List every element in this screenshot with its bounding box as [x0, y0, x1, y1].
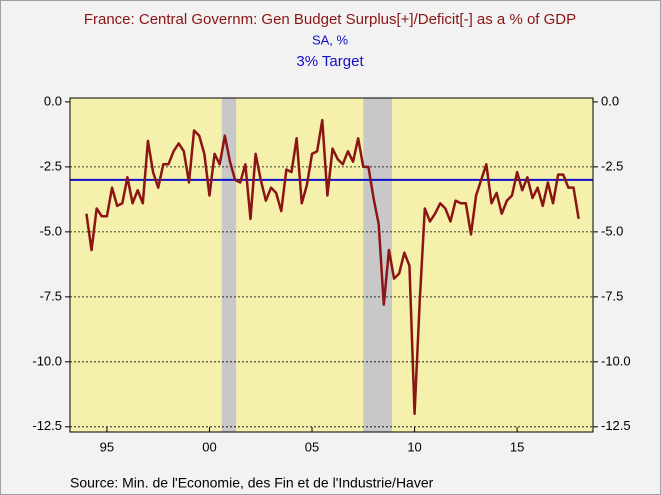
- target-label: 3% Target: [296, 53, 364, 70]
- y-tick-label: -12.5: [32, 418, 62, 433]
- x-tick-label: 15: [510, 439, 524, 454]
- y-tick-label: -10.0: [32, 353, 62, 368]
- y2-tick-label: -2.5: [601, 158, 623, 173]
- chart-subtitle: SA, %: [312, 32, 349, 47]
- y-tick-label: -7.5: [40, 288, 62, 303]
- y-tick-label: -2.5: [40, 158, 62, 173]
- x-tick-label: 95: [100, 439, 114, 454]
- recession-shade: [221, 98, 237, 432]
- source: Source: Min. de l'Economie, des Fin et d…: [70, 475, 434, 491]
- y2-tick-label: -5.0: [601, 223, 623, 238]
- y2-tick-label: 0.0: [601, 93, 619, 108]
- y-tick-label: -5.0: [40, 223, 62, 238]
- y2-tick-label: -10.0: [601, 353, 631, 368]
- chart-title: France: Central Governm: Gen Budget Surp…: [84, 11, 576, 28]
- y-tick-label: 0.0: [44, 93, 62, 108]
- plot-border: [69, 97, 594, 433]
- x-tick-label: 00: [202, 439, 216, 454]
- x-tick-label: 10: [407, 439, 421, 454]
- y2-tick-label: -7.5: [601, 288, 623, 303]
- data-line: [85, 118, 580, 416]
- y2-tick-label: -12.5: [601, 418, 631, 433]
- x-tick-label: 05: [305, 439, 319, 454]
